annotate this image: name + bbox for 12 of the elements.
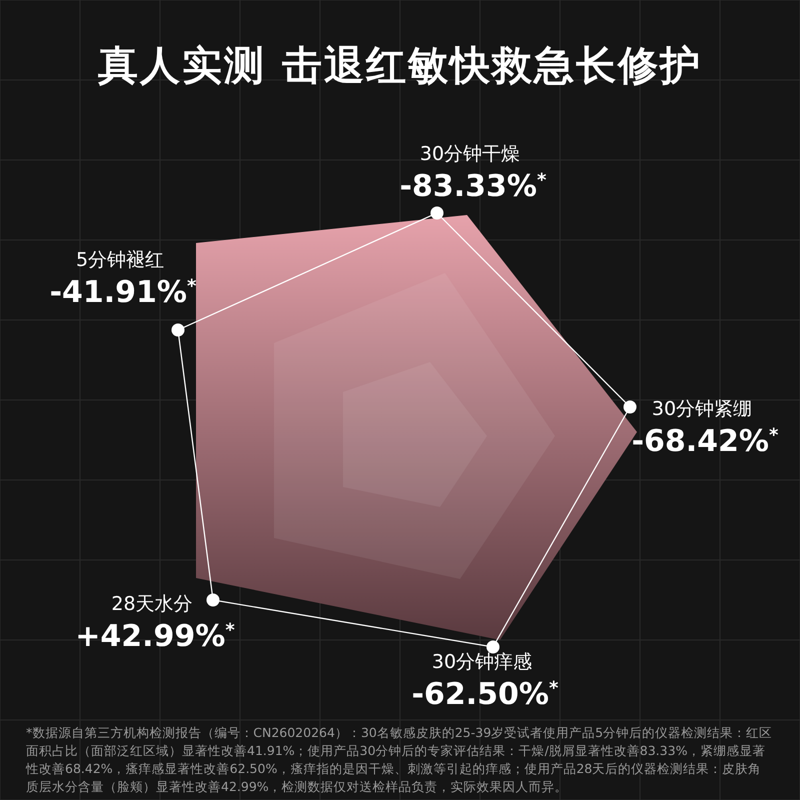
category-label: 30分钟干燥: [420, 143, 520, 165]
text: 真人实测 击退红敏快救急长修护: [97, 42, 703, 91]
category-label: 30分钟痒感: [432, 651, 532, 673]
data-label: -41.91%$^{*}$: [50, 275, 197, 310]
category-label: 30分钟紧绷: [652, 398, 752, 420]
category-label: 28天水分: [111, 593, 193, 615]
data-label: -68.42%$^{*}$: [632, 424, 779, 459]
data-label: +42.99%$^{*}$: [75, 619, 236, 654]
text: *数据源自第三方机构检测报告（编号：CN26020264）：30名敏感皮肤的25-39岁受试者使用产品5分钟后的仪器检测结果：红区面积占比（面部泛红区域）显著性改善41.91%；使用产品30分钟后的专家评估结果：干燥/脱屑显著性改善83.33%，紧绷感显著性改善68.42%，瘙痒感显著性改善62.50%，瘙痒指的是因干燥、刺激等引起的痒感；使用产品28天后的仪器检测结果：皮肤角质层水分含量（脸颊）显著性改善42.99%，检测数据仅对送检样品负责，实际效果因人而异。: [26, 724, 774, 796]
data-label: -62.50%$^{*}$: [412, 677, 559, 712]
data-label: -83.33%$^{*}$: [400, 169, 547, 204]
category-label: 5分钟褪红: [76, 249, 164, 271]
